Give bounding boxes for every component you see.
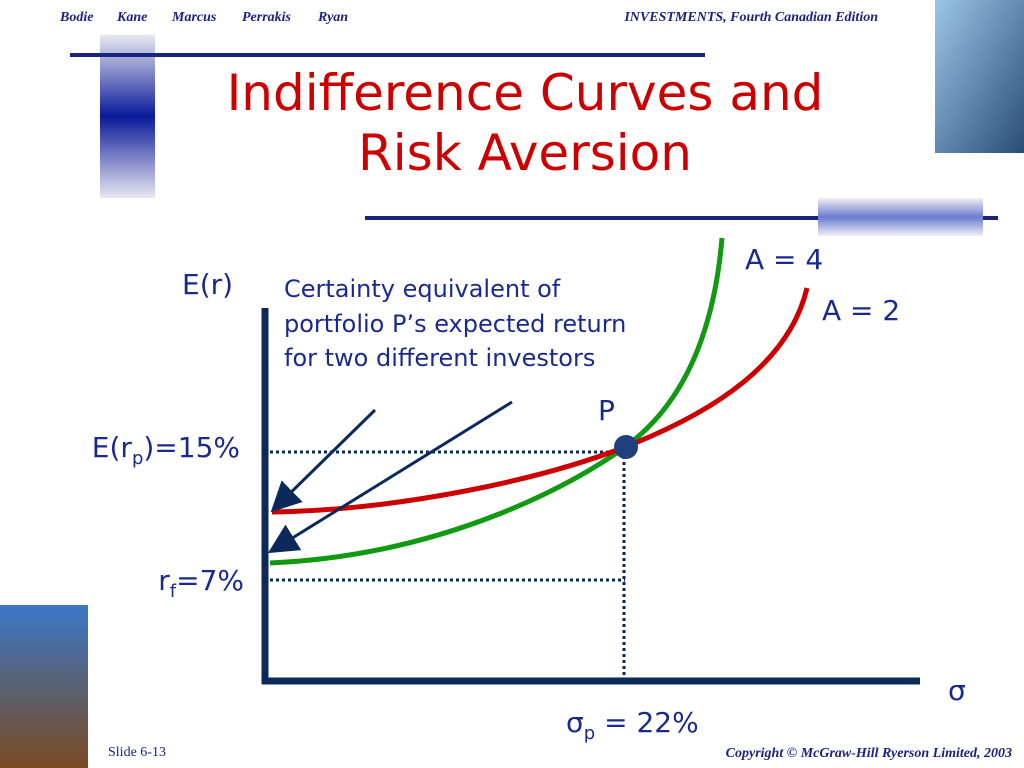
arrow [270, 408, 377, 513]
copyright: Copyright © McGraw-Hill Ryerson Limited,… [726, 746, 1012, 761]
label-main: r [158, 564, 170, 597]
edition: INVESTMENTS, Fourth Canadian Edition [623, 10, 878, 25]
author: Bodie [59, 10, 93, 25]
author: Marcus [171, 10, 217, 25]
author: Perrakis [242, 10, 292, 25]
annotation: for two different investors [284, 344, 595, 372]
bear-image [0, 605, 88, 768]
point-p [614, 435, 638, 459]
title: Indifference Curves and [227, 64, 824, 122]
y-axis-label: E(r) [182, 268, 233, 301]
label-rest: = 22% [595, 706, 699, 739]
risk-free-label: rf=7% [158, 564, 244, 602]
arrow [267, 400, 513, 554]
annotation: portfolio P’s expected return [284, 310, 626, 338]
slide-number: Slide 6-13 [108, 745, 166, 760]
label-rest: )=15% [143, 431, 240, 464]
decor-bar [100, 35, 155, 198]
author: Ryan [317, 10, 348, 25]
label-main: E(r [92, 431, 133, 464]
curve-label: A = 2 [822, 294, 900, 327]
title: Risk Aversion [358, 124, 692, 182]
decor-box [818, 198, 983, 236]
label-sub: p [132, 448, 143, 469]
header: Bodie Kane Marcus Perrakis Ryan INVESTME… [59, 10, 878, 25]
curve-label: A = 4 [745, 243, 823, 276]
x-axis-label: σ [948, 674, 966, 707]
bull-image [935, 0, 1024, 153]
label-rest: =7% [176, 564, 244, 597]
annotation: Certainty equivalent of [284, 275, 561, 303]
label-main: σ [566, 706, 584, 739]
sigma-label: σp = 22% [566, 706, 699, 744]
author: Kane [116, 10, 147, 25]
expected-return-label: E(rp)=15% [92, 431, 240, 469]
label-sub: p [584, 723, 595, 744]
label-sub: f [170, 581, 177, 602]
point-label: P [598, 394, 615, 427]
